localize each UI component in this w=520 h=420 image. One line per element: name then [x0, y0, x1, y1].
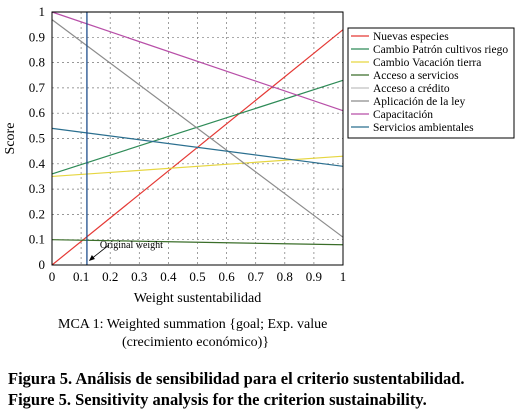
x-tick-label: 0.8 — [277, 269, 293, 284]
legend-label: Capacitación — [373, 109, 433, 121]
y-tick-label: 0.7 — [29, 80, 46, 95]
legend-box — [347, 27, 515, 139]
legend-label: Acceso a crédito — [373, 83, 450, 95]
x-tick-label: 0.3 — [131, 269, 147, 284]
y-tick-label: 0.1 — [29, 232, 45, 247]
legend-label: Nuevas especies — [373, 31, 449, 43]
series-line — [51, 19, 344, 238]
y-tick-label: 0.8 — [29, 55, 45, 70]
series-lines — [51, 11, 344, 266]
x-tick-label: 0 — [49, 269, 56, 284]
mca-caption-line2: (crecimiento económico)} — [122, 335, 270, 350]
x-tick-label: 0.4 — [160, 269, 177, 284]
legend-label: Cambio Patrón cultivos riego — [373, 44, 508, 56]
x-tick-label: 0.1 — [73, 269, 89, 284]
y-tick-label: 0.4 — [29, 156, 46, 171]
y-tick-label: 0.2 — [29, 206, 45, 221]
x-tick-label: 1 — [340, 269, 347, 284]
y-tick-label: 0.6 — [29, 105, 46, 120]
legend-label: Aplicación de la ley — [373, 96, 466, 108]
mca-caption-line1: MCA 1: Weighted summation {goal; Exp. va… — [58, 317, 328, 332]
x-tick-label: 0.7 — [248, 269, 265, 284]
original-weight-marker: Original weight — [86, 12, 163, 265]
legend-label: Cambio Vacación tierra — [373, 57, 481, 69]
annotation-arrowhead — [88, 255, 95, 261]
figure-caption-spanish: Figura 5. Análisis de sensibilidad para … — [8, 369, 465, 388]
y-tick-label: 0 — [39, 257, 46, 272]
figure-caption-english: Figure 5. Sensitivity analysis for the c… — [8, 390, 427, 409]
y-tick-label: 0.3 — [29, 181, 45, 196]
x-tick-label: 0.6 — [218, 269, 235, 284]
y-tick-labels: 0 0.1 0.2 0.3 0.4 0.5 0.6 0.7 0.8 0.9 1 — [29, 4, 46, 272]
x-axis-title: Weight sustentabilidad — [134, 291, 262, 306]
legend-label: Servicios ambientales — [373, 122, 474, 134]
x-tick-label: 0.9 — [306, 269, 322, 284]
plot-frame — [51, 11, 344, 266]
series-line — [51, 11, 344, 112]
grid — [51, 11, 344, 266]
legend-label: Acceso a servicios — [373, 70, 459, 82]
y-tick-label: 0.9 — [29, 29, 45, 44]
series-line — [51, 79, 344, 175]
series-line — [51, 127, 344, 167]
y-tick-label: 0.5 — [29, 131, 45, 146]
figure-caption: Figura 5. Análisis de sensibilidad para … — [8, 368, 518, 410]
original-weight-label: Original weight — [100, 240, 163, 251]
x-tick-label: 0.2 — [102, 269, 118, 284]
x-tick-labels: 0 0.1 0.2 0.3 0.4 0.5 0.6 0.7 0.8 0.9 1 — [49, 269, 347, 284]
mca-caption: MCA 1: Weighted summation {goal; Exp. va… — [58, 316, 418, 352]
y-tick-label: 1 — [39, 4, 46, 19]
y-axis-title: Score — [3, 123, 18, 155]
x-tick-label: 0.5 — [189, 269, 205, 284]
series-line — [51, 239, 344, 246]
